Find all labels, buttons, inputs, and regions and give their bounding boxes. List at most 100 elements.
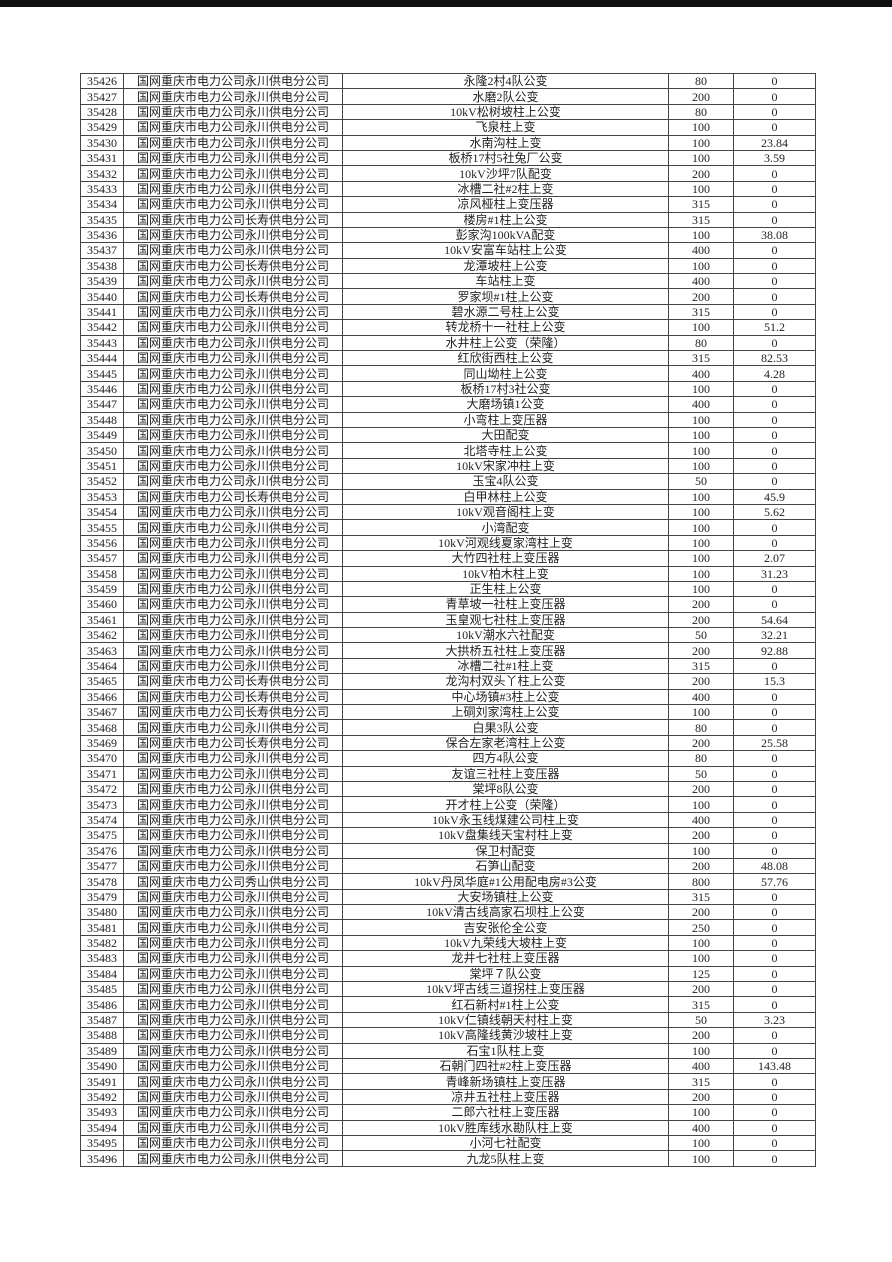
cell-capacity: 100 (668, 519, 734, 536)
cell-value: 0 (733, 965, 816, 983)
cell-company: 国网重庆市电力公司永川供电分公司 (123, 242, 343, 259)
cell-company: 国网重庆市电力公司永川供电分公司 (123, 411, 343, 428)
cell-row-id: 35493 (80, 1104, 124, 1121)
cell-row-id: 35440 (80, 288, 124, 305)
table-row: 35469 国网重庆市电力公司长寿供电分公司 保合左家老湾柱上公变 200 25… (80, 734, 816, 752)
cell-capacity: 125 (668, 965, 734, 983)
cell-value: 0 (733, 811, 816, 829)
cell-station-name: 10kV永玉线煤建公司柱上变 (342, 811, 669, 829)
table-row: 35468 国网重庆市电力公司永川供电分公司 白果3队公变 80 0 (80, 719, 816, 736)
cell-company: 国网重庆市电力公司永川供电分公司 (123, 950, 343, 967)
cell-row-id: 35451 (80, 457, 124, 475)
cell-row-id: 35487 (80, 1011, 124, 1029)
cell-capacity: 100 (668, 380, 734, 398)
cell-station-name: 正生柱上公变 (342, 580, 669, 598)
cell-station-name: 10kV盘集线天宝村柱上变 (342, 827, 669, 844)
cell-row-id: 35474 (80, 811, 124, 829)
cell-capacity: 100 (668, 1150, 734, 1167)
cell-station-name: 保卫村配变 (342, 842, 669, 859)
cell-station-name: 小河七社配变 (342, 1134, 669, 1152)
table-row: 35481 国网重庆市电力公司永川供电分公司 吉安张伦全公变 250 0 (80, 919, 816, 936)
cell-row-id: 35483 (80, 950, 124, 967)
cell-row-id: 35448 (80, 411, 124, 428)
table-row: 35443 国网重庆市电力公司永川供电分公司 水井柱上公变（荣隆） 80 0 (80, 334, 816, 352)
cell-capacity: 80 (668, 72, 734, 90)
cell-station-name: 水南沟柱上变 (342, 134, 669, 151)
cell-company: 国网重庆市电力公司永川供电分公司 (123, 534, 343, 552)
cell-station-name: 板桥17村3社公变 (342, 380, 669, 398)
cell-capacity: 100 (668, 534, 734, 552)
cell-company: 国网重庆市电力公司长寿供电分公司 (123, 488, 343, 505)
cell-row-id: 35439 (80, 273, 124, 290)
table-row: 35478 国网重庆市电力公司秀山供电分公司 10kV丹凤华庭#1公用配电房#3… (80, 873, 816, 890)
cell-capacity: 80 (668, 719, 734, 736)
cell-value: 0 (733, 165, 816, 182)
cell-company: 国网重庆市电力公司永川供电分公司 (123, 226, 343, 244)
cell-value: 0 (733, 981, 816, 998)
cell-station-name: 吉安张伦全公变 (342, 919, 669, 936)
cell-company: 国网重庆市电力公司永川供电分公司 (123, 1119, 343, 1136)
cell-value: 0 (733, 888, 816, 906)
cell-capacity: 50 (668, 473, 734, 490)
cell-capacity: 200 (668, 611, 734, 629)
cell-company: 国网重庆市电力公司永川供电分公司 (123, 365, 343, 382)
cell-capacity: 200 (668, 1027, 734, 1044)
table-row: 35437 国网重庆市电力公司永川供电分公司 10kV安富车站柱上公变 400 … (80, 242, 816, 259)
cell-row-id: 35467 (80, 704, 124, 721)
cell-station-name: 10kV柏木柱上变 (342, 565, 669, 582)
table-row: 35444 国网重庆市电力公司永川供电分公司 红欣街西柱上公变 315 82.5… (80, 350, 816, 367)
cell-station-name: 石宝1队柱上变 (342, 1042, 669, 1060)
cell-value: 32.21 (733, 627, 816, 644)
table-row: 35471 国网重庆市电力公司永川供电分公司 友谊三社柱上变压器 50 0 (80, 765, 816, 782)
table-row: 35467 国网重庆市电力公司长寿供电分公司 上硐刘家湾柱上公变 100 0 (80, 704, 816, 721)
cell-station-name: 凉井五社柱上变压器 (342, 1088, 669, 1106)
cell-station-name: 10kV安富车站柱上公变 (342, 242, 669, 259)
cell-station-name: 10kV高隆线黄沙坡柱上变 (342, 1027, 669, 1044)
cell-company: 国网重庆市电力公司永川供电分公司 (123, 965, 343, 983)
table-row: 35473 国网重庆市电力公司永川供电分公司 开才柱上公变（荣隆） 100 0 (80, 796, 816, 813)
cell-row-id: 35475 (80, 827, 124, 844)
cell-value: 0 (733, 842, 816, 859)
cell-row-id: 35469 (80, 734, 124, 752)
cell-station-name: 水磨2队公变 (342, 88, 669, 105)
cell-capacity: 200 (668, 1088, 734, 1106)
table-row: 35485 国网重庆市电力公司永川供电分公司 10kV坪古线三道拐柱上变压器 2… (80, 981, 816, 998)
cell-row-id: 35444 (80, 350, 124, 367)
cell-company: 国网重庆市电力公司永川供电分公司 (123, 888, 343, 906)
cell-value: 82.53 (733, 350, 816, 367)
cell-capacity: 100 (668, 180, 734, 198)
cell-station-name: 棠坪７队公变 (342, 965, 669, 983)
cell-row-id: 35435 (80, 211, 124, 228)
cell-capacity: 315 (668, 996, 734, 1013)
cell-value: 0 (733, 580, 816, 598)
cell-company: 国网重庆市电力公司永川供电分公司 (123, 996, 343, 1013)
cell-row-id: 35456 (80, 534, 124, 552)
cell-capacity: 250 (668, 919, 734, 936)
cell-row-id: 35429 (80, 119, 124, 136)
cell-row-id: 35464 (80, 657, 124, 675)
cell-value: 0 (733, 950, 816, 967)
cell-station-name: 冰槽二社#2柱上变 (342, 180, 669, 198)
cell-company: 国网重庆市电力公司永川供电分公司 (123, 1073, 343, 1090)
cell-capacity: 100 (668, 503, 734, 521)
cell-value: 51.2 (733, 319, 816, 336)
cell-value: 0 (733, 196, 816, 213)
cell-capacity: 100 (668, 426, 734, 444)
cell-company: 国网重庆市电力公司永川供电分公司 (123, 904, 343, 921)
cell-value: 2.07 (733, 550, 816, 567)
cell-company: 国网重庆市电力公司永川供电分公司 (123, 780, 343, 798)
cell-value: 0 (733, 442, 816, 459)
cell-company: 国网重庆市电力公司永川供电分公司 (123, 1150, 343, 1167)
cell-value: 23.84 (733, 134, 816, 151)
cell-value: 0 (733, 534, 816, 552)
cell-row-id: 35465 (80, 673, 124, 690)
cell-value: 0 (733, 796, 816, 813)
cell-capacity: 100 (668, 565, 734, 582)
cell-station-name: 小弯柱上变压器 (342, 411, 669, 428)
cell-station-name: 10kV坪古线三道拐柱上变压器 (342, 981, 669, 998)
cell-station-name: 石笋山配变 (342, 857, 669, 875)
table-row: 35484 国网重庆市电力公司永川供电分公司 棠坪７队公变 125 0 (80, 965, 816, 983)
cell-capacity: 100 (668, 796, 734, 813)
cell-capacity: 100 (668, 257, 734, 275)
cell-company: 国网重庆市电力公司永川供电分公司 (123, 1057, 343, 1075)
